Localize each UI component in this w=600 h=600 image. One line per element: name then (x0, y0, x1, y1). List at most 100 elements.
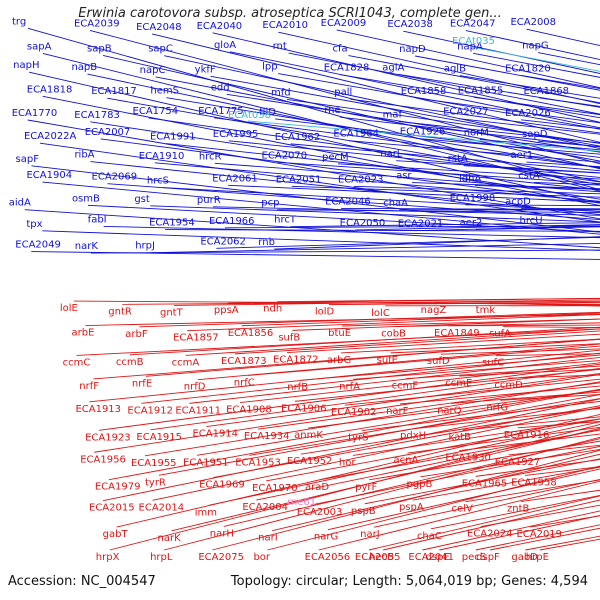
forward-gene-label[interactable]: ECA1910 (139, 151, 185, 162)
forward-gene-label[interactable]: aglA (382, 62, 404, 73)
forward-gene-label[interactable]: ECA2038 (387, 19, 433, 30)
reverse-gene-label[interactable]: hrpL (150, 552, 173, 563)
reverse-gene-label[interactable]: ECA2015 (89, 503, 135, 514)
reverse-gene-label[interactable]: ccmB (116, 357, 144, 368)
forward-gene-label[interactable]: napH (13, 60, 39, 71)
forward-gene-label[interactable]: ECA1770 (12, 108, 58, 119)
reverse-gene-label[interactable]: ECA1908 (226, 405, 272, 416)
reverse-gene-label[interactable]: pspB (351, 506, 376, 517)
rna-gene-label[interactable]: ECAt038 (228, 110, 271, 121)
reverse-gene-label[interactable]: ECA2014 (139, 502, 185, 513)
forward-gene-label[interactable]: fabI (88, 214, 107, 225)
reverse-gene-label[interactable]: ECA2056 (305, 552, 351, 563)
forward-gene-label[interactable]: mfd (271, 87, 291, 98)
forward-gene-label[interactable]: ECA1817 (91, 86, 137, 97)
reverse-gene-label[interactable]: pyrF (355, 482, 377, 493)
forward-gene-label[interactable]: ECA2022A (24, 131, 77, 142)
reverse-gene-label[interactable]: ECA1911 (175, 405, 221, 416)
forward-gene-label[interactable]: rnt (273, 41, 287, 52)
forward-gene-label[interactable]: ECA2048 (136, 22, 182, 33)
forward-gene-label[interactable]: aidA (9, 198, 31, 209)
reverse-gene-label[interactable]: tyrR (145, 477, 166, 488)
reverse-gene-label[interactable]: celV (452, 504, 473, 515)
forward-gene-label[interactable]: asr (396, 171, 412, 182)
forward-gene-label[interactable]: cfa (333, 44, 348, 55)
reverse-gene-label[interactable]: nagZ (421, 305, 447, 316)
reverse-gene-label[interactable]: arbG (327, 355, 351, 366)
reverse-gene-label[interactable]: araD (305, 482, 329, 493)
reverse-gene-label[interactable]: btuE (328, 328, 351, 339)
reverse-gene-label[interactable]: ccmE (445, 378, 472, 389)
reverse-gene-label[interactable]: ECA1952 (287, 456, 333, 467)
forward-gene-label[interactable]: edd (211, 82, 230, 93)
reverse-gene-label[interactable]: nrfA (339, 381, 360, 392)
forward-gene-label[interactable]: ECA1926 (400, 126, 446, 137)
forward-gene-label[interactable]: ECA2069 (92, 172, 138, 183)
forward-gene-label[interactable]: sapB (87, 43, 112, 54)
reverse-gene-label[interactable]: sufD (427, 356, 450, 367)
reverse-gene-label[interactable]: ECA1970 (252, 483, 298, 494)
forward-gene-label[interactable]: ECA1964 (333, 129, 379, 140)
reverse-gene-label[interactable]: ECA2024 (467, 529, 513, 540)
forward-gene-label[interactable]: gloA (214, 40, 236, 51)
forward-gene-label[interactable]: ECA1783 (74, 110, 120, 121)
reverse-gene-label[interactable]: bor (253, 552, 270, 563)
forward-gene-label[interactable]: ECA2049 (15, 240, 61, 251)
forward-gene-label[interactable]: sapA (27, 41, 52, 52)
forward-gene-label[interactable]: napA (457, 41, 483, 52)
reverse-gene-label[interactable]: ECA1953 (235, 457, 281, 468)
forward-gene-label[interactable]: ECA1858 (401, 86, 447, 97)
forward-gene-label[interactable]: ECA1828 (324, 63, 370, 74)
forward-gene-label[interactable]: ECA2039 (74, 18, 120, 29)
reverse-gene-label[interactable]: ECA1902 (331, 407, 377, 418)
reverse-gene-label[interactable]: ECA1872 (273, 355, 319, 366)
forward-gene-label[interactable]: ECA1962 (275, 132, 321, 143)
reverse-gene-label[interactable]: ECA2003 (297, 507, 343, 518)
reverse-gene-label[interactable]: imm (195, 507, 217, 518)
forward-gene-label[interactable]: ECA2021 (398, 219, 444, 230)
reverse-gene-label[interactable]: ECA1857 (173, 333, 219, 344)
forward-gene-label[interactable]: ECA2062 (200, 236, 246, 247)
forward-gene-label[interactable]: ECA2026 (505, 108, 551, 119)
forward-gene-label[interactable]: cstA (518, 170, 540, 181)
reverse-gene-label[interactable]: narK (158, 533, 182, 544)
forward-gene-label[interactable]: acpD (505, 196, 531, 207)
forward-gene-label[interactable]: ECA1855 (458, 85, 504, 96)
forward-gene-label[interactable]: hrpJ (135, 241, 155, 252)
forward-gene-label[interactable]: ECA1998 (450, 193, 496, 204)
forward-gene-label[interactable]: tpx (26, 219, 42, 230)
reverse-gene-label[interactable]: ECA1849 (434, 328, 480, 339)
forward-gene-label[interactable]: ECA2008 (510, 17, 556, 28)
forward-gene-label[interactable]: osmB (72, 193, 100, 204)
forward-gene-label[interactable]: ECA2023 (338, 174, 384, 185)
forward-gene-label[interactable]: rne (324, 105, 340, 116)
reverse-gene-label[interactable]: ECA2055 (355, 552, 401, 563)
reverse-gene-label[interactable]: lolC (371, 308, 390, 319)
forward-gene-label[interactable]: ECA1868 (523, 86, 569, 97)
reverse-gene-label[interactable]: pspA (399, 502, 424, 513)
reverse-gene-label[interactable]: nrfE (132, 378, 152, 389)
reverse-gene-label[interactable]: narQ (437, 405, 462, 416)
reverse-gene-label[interactable]: ECA1912 (127, 405, 173, 416)
reverse-gene-label[interactable]: pgpB (406, 479, 432, 490)
reverse-gene-label[interactable]: ECA1930 (445, 453, 491, 464)
reverse-gene-label[interactable]: chaC (417, 531, 442, 542)
reverse-gene-label[interactable]: arbF (125, 329, 148, 340)
forward-gene-label[interactable]: ykfF (195, 64, 216, 75)
reverse-gene-label[interactable]: narH (210, 528, 234, 539)
reverse-gene-label[interactable]: narJ (360, 529, 380, 540)
reverse-gene-label[interactable]: ECA1965 (462, 478, 508, 489)
reverse-gene-label[interactable]: sufB (278, 332, 300, 343)
forward-gene-label[interactable]: hrcU (519, 216, 542, 227)
reverse-gene-label[interactable]: ECA1956 (80, 454, 126, 465)
forward-gene-label[interactable]: ECA2040 (197, 21, 243, 32)
forward-gene-label[interactable]: ECA2050 (340, 218, 386, 229)
forward-gene-label[interactable]: narL (380, 149, 403, 160)
forward-gene-label[interactable]: napG (522, 41, 549, 52)
reverse-gene-label[interactable]: hor (339, 457, 356, 468)
forward-gene-label[interactable]: ECA2061 (212, 173, 258, 184)
reverse-gene-label[interactable]: hecB (369, 552, 394, 563)
forward-gene-label[interactable]: ECA1904 (26, 170, 72, 181)
reverse-gene-label[interactable]: pdxH (400, 431, 426, 442)
forward-gene-label[interactable]: ECA1754 (133, 106, 179, 117)
